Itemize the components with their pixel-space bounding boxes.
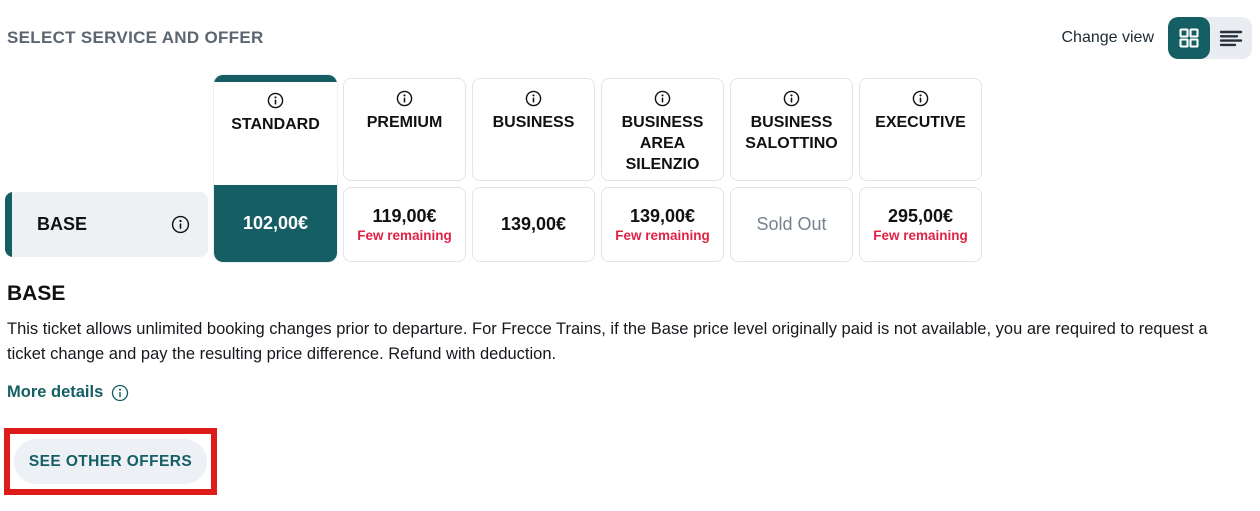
- annotation-highlight-box: SEE OTHER OFFERS: [4, 428, 217, 495]
- info-icon[interactable]: [171, 215, 190, 234]
- info-icon[interactable]: [525, 90, 542, 107]
- info-icon: [111, 384, 129, 402]
- list-view-button[interactable]: [1210, 17, 1252, 59]
- price-cell-business-area-silenzio[interactable]: 139,00€ Few remaining: [601, 187, 724, 262]
- service-column-standard[interactable]: STANDARD 102,00€: [214, 75, 337, 262]
- offer-row-label: BASE: [37, 214, 88, 234]
- info-icon[interactable]: [267, 92, 284, 109]
- change-view-label: Change view: [1061, 29, 1155, 46]
- offer-row-accent: [5, 192, 12, 257]
- info-icon[interactable]: [396, 90, 413, 107]
- info-icon[interactable]: [783, 90, 800, 107]
- grid-view-button[interactable]: [1168, 17, 1210, 59]
- grid-view-icon: [1177, 26, 1201, 50]
- list-view-icon: [1218, 26, 1244, 50]
- service-name: EXECUTIVE: [875, 114, 966, 131]
- offer-row-base[interactable]: BASE: [5, 192, 208, 257]
- price-value: 295,00€: [887, 205, 954, 226]
- service-column-business-salottino[interactable]: BUSINESS SALOTTINO: [730, 78, 853, 181]
- service-column-executive[interactable]: EXECUTIVE: [859, 78, 982, 181]
- view-toggle: [1168, 17, 1252, 59]
- sold-out-label: Sold Out: [756, 214, 827, 234]
- price-cell-standard[interactable]: 102,00€: [214, 185, 337, 262]
- price-value: 139,00€: [629, 205, 696, 226]
- service-name: BUSINESS: [492, 114, 575, 131]
- see-other-offers-button[interactable]: SEE OTHER OFFERS: [14, 439, 207, 484]
- more-details-link[interactable]: More details: [7, 383, 129, 402]
- price-value: 119,00€: [372, 205, 437, 226]
- service-name: STANDARD: [231, 116, 320, 133]
- page-title: SELECT SERVICE AND OFFER: [7, 28, 264, 47]
- offer-details-title: BASE: [7, 282, 66, 305]
- service-column-business[interactable]: BUSINESS: [472, 78, 595, 181]
- price-value: 102,00€: [242, 213, 309, 233]
- service-name: BUSINESS SALOTTINO: [745, 114, 838, 152]
- selected-column-bar: [214, 75, 337, 82]
- view-switch: Change view: [1061, 17, 1252, 59]
- top-bar: SELECT SERVICE AND OFFER Change view: [0, 0, 1260, 60]
- price-cell-executive[interactable]: 295,00€ Few remaining: [859, 187, 982, 262]
- availability-note: Few remaining: [615, 227, 710, 243]
- price-cell-business-salottino: Sold Out: [730, 187, 853, 262]
- service-name: PREMIUM: [366, 114, 443, 131]
- more-details-label: More details: [7, 383, 104, 401]
- availability-note: Few remaining: [873, 227, 968, 243]
- offer-details-description: This ticket allows unlimited booking cha…: [7, 320, 1208, 363]
- price-cell-business[interactable]: 139,00€: [472, 187, 595, 262]
- offer-details-section: BASE This ticket allows unlimited bookin…: [7, 282, 1252, 402]
- service-name: BUSINESS AREA SILENZIO: [621, 114, 704, 173]
- price-cell-premium[interactable]: 119,00€ Few remaining: [343, 187, 466, 262]
- offer-matrix: STANDARD 102,00€ PREMIUM BUSINESS BUSINE…: [5, 75, 1260, 262]
- info-icon[interactable]: [654, 90, 671, 107]
- availability-note: Few remaining: [357, 227, 452, 243]
- service-column-business-area-silenzio[interactable]: BUSINESS AREA SILENZIO: [601, 78, 724, 181]
- info-icon[interactable]: [912, 90, 929, 107]
- price-value: 139,00€: [500, 214, 567, 234]
- service-column-premium[interactable]: PREMIUM: [343, 78, 466, 181]
